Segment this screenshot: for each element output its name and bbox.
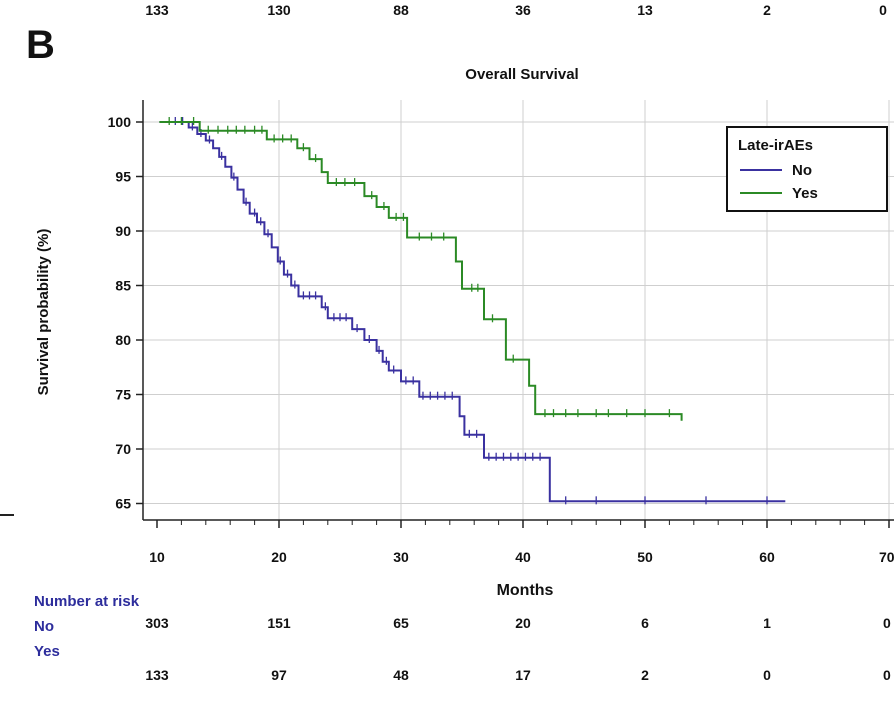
risk-value-yes: 2: [641, 667, 649, 683]
risk-value-no: 20: [515, 615, 531, 631]
chart-title: Overall Survival: [465, 66, 578, 83]
x-tick-label-40: 40: [515, 549, 531, 565]
series-yes: [159, 117, 683, 421]
risk-row-label-no: No: [34, 618, 54, 635]
x-tick-label-50: 50: [637, 549, 653, 565]
top-risk-value: 2: [763, 2, 771, 18]
y-tick-label-75: 75: [115, 387, 131, 403]
x-tick-label-60: 60: [759, 549, 775, 565]
y-axis-label: Survival probability (%): [35, 229, 52, 396]
risk-value-yes: 0: [883, 667, 891, 683]
y-tick-label-100: 100: [108, 114, 132, 130]
top-risk-value: 133: [145, 2, 169, 18]
legend-title: Late-irAEs: [738, 137, 813, 154]
x-axis-label: Months: [497, 582, 554, 599]
y-axis: 65 70 75 80 85 90 95 100: [108, 114, 143, 512]
risk-value-yes: 17: [515, 667, 531, 683]
risk-value-yes: 133: [145, 667, 169, 683]
risk-value-no: 0: [883, 615, 891, 631]
survival-curve-yes: [159, 121, 683, 421]
x-tick-label-70: 70: [879, 549, 894, 565]
top-risk-value: 13: [637, 2, 653, 18]
y-tick-label-80: 80: [115, 332, 131, 348]
top-risk-row: 133 130 88 36 13 2 0: [145, 2, 887, 18]
survival-curve-no: [159, 121, 786, 503]
legend-label-no: No: [792, 162, 812, 179]
risk-value-yes: 0: [763, 667, 771, 683]
risk-row-label-yes: Yes: [34, 643, 60, 660]
risk-value-no: 65: [393, 615, 409, 631]
top-risk-value: 36: [515, 2, 531, 18]
risk-value-yes: 48: [393, 667, 409, 683]
y-tick-label-70: 70: [115, 441, 131, 457]
series-no: [159, 117, 786, 505]
y-tick-label-65: 65: [115, 496, 131, 512]
risk-value-no: 1: [763, 615, 771, 631]
y-tick-label-95: 95: [115, 169, 131, 185]
legend: Late-irAEs No Yes: [726, 126, 888, 212]
risk-value-no: 151: [267, 615, 291, 631]
risk-value-no: 6: [641, 615, 649, 631]
x-tick-label-10: 10: [149, 549, 165, 565]
risk-value-yes: 97: [271, 667, 287, 683]
legend-label-yes: Yes: [792, 185, 818, 202]
x-tick-label-30: 30: [393, 549, 409, 565]
risk-value-no: 303: [145, 615, 169, 631]
risk-table-title: Number at risk: [34, 593, 140, 610]
top-risk-value: 130: [267, 2, 291, 18]
panel-label: B: [26, 23, 55, 67]
x-axis: 10 20 30 40 50 60 70: [149, 520, 894, 565]
top-risk-value: 88: [393, 2, 409, 18]
y-tick-label-90: 90: [115, 223, 131, 239]
x-tick-label-20: 20: [271, 549, 287, 565]
top-risk-value: 0: [879, 2, 887, 18]
y-tick-label-85: 85: [115, 278, 131, 294]
series-group: [159, 117, 786, 505]
